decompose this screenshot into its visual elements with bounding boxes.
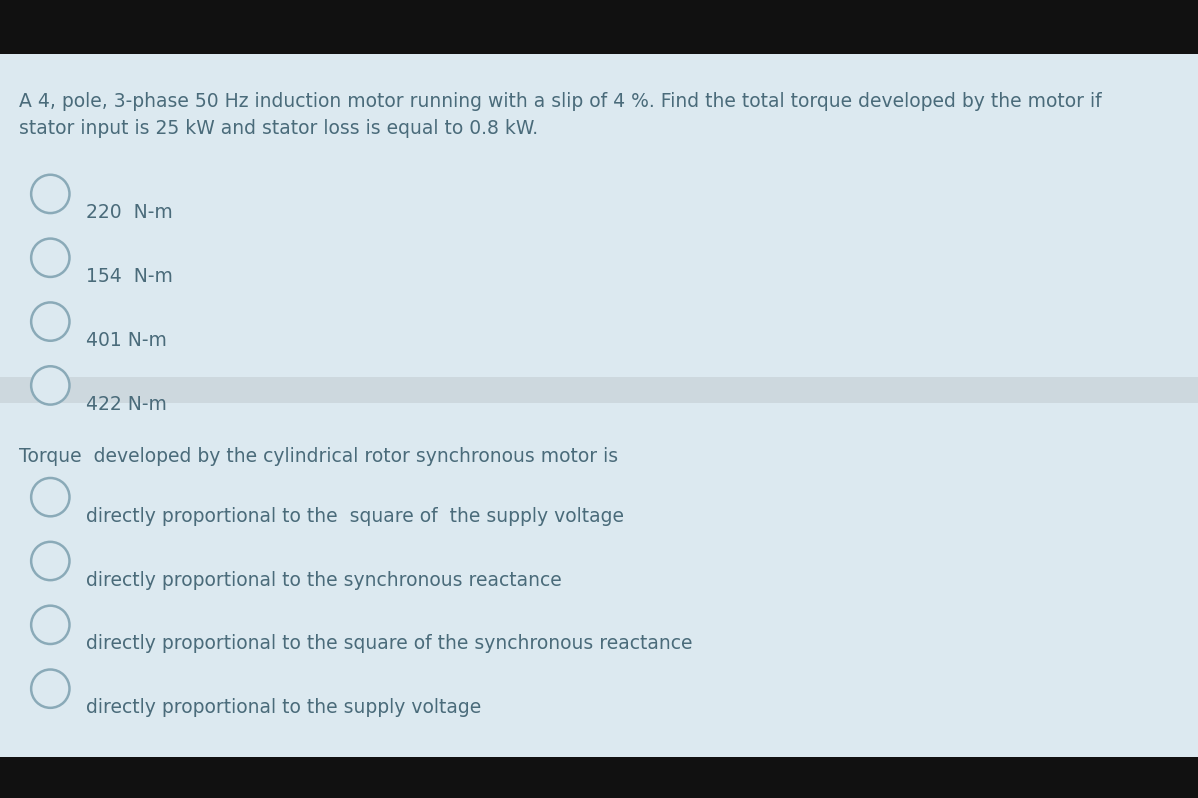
Text: 401 N-m: 401 N-m [86,331,168,350]
Text: directly proportional to the synchronous reactance: directly proportional to the synchronous… [86,571,562,590]
Ellipse shape [31,239,69,277]
Ellipse shape [31,606,69,644]
Ellipse shape [31,478,69,516]
Ellipse shape [31,670,69,708]
Text: directly proportional to the  square of  the supply voltage: directly proportional to the square of t… [86,507,624,526]
Text: 422 N-m: 422 N-m [86,395,168,414]
Bar [0,0,1198,54]
Ellipse shape [31,366,69,405]
Ellipse shape [31,302,69,341]
Text: 220  N-m: 220 N-m [86,203,173,223]
Text: A 4, pole, 3-phase 50 Hz induction motor running with a slip of 4 %. Find the to: A 4, pole, 3-phase 50 Hz induction motor… [19,92,1102,138]
Text: Torque  developed by the cylindrical rotor synchronous motor is: Torque developed by the cylindrical roto… [19,447,618,466]
Text: directly proportional to the square of the synchronous reactance: directly proportional to the square of t… [86,634,692,654]
Bar [0,377,1198,403]
Text: directly proportional to the supply voltage: directly proportional to the supply volt… [86,698,482,717]
Ellipse shape [31,175,69,213]
Bar [0,757,1198,798]
Ellipse shape [31,542,69,580]
Text: 154  N-m: 154 N-m [86,267,174,286]
